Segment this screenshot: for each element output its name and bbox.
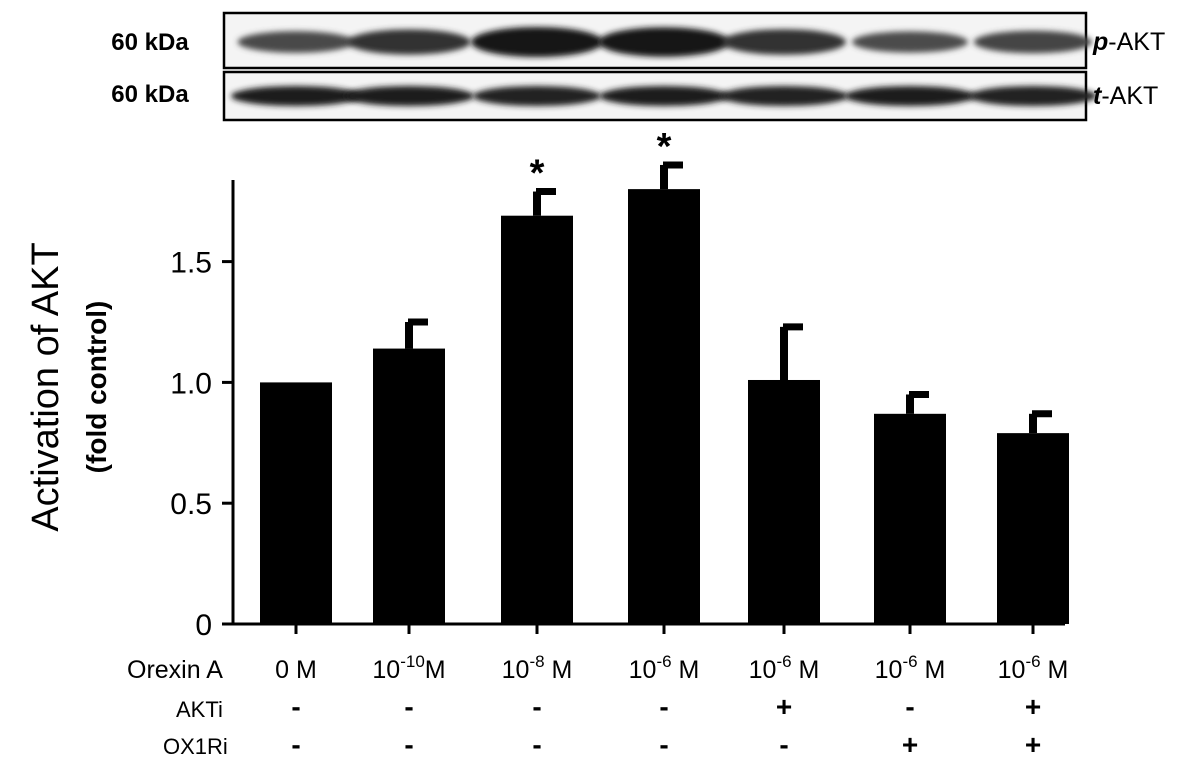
- blot-band: [852, 31, 968, 53]
- condition-sign: -: [659, 691, 668, 722]
- bar: [373, 348, 445, 624]
- y-tick-label: 1.5: [170, 247, 212, 280]
- blot-band: [599, 86, 729, 106]
- blot-mw-label-p-akt: 60 kDa: [111, 29, 189, 56]
- orexin-concentration-label: 10-6 M: [875, 652, 946, 684]
- concentration-exponent: -6: [776, 652, 791, 671]
- blot-protein-suffix-t: -AKT: [1101, 82, 1158, 110]
- bar: [874, 413, 946, 624]
- y-tick-label: 0: [195, 609, 212, 642]
- blot-band: [231, 86, 361, 106]
- blot-panel-t-akt: 60 kDa t-AKT: [111, 70, 1158, 122]
- bar: [260, 382, 332, 624]
- condition-sign: -: [659, 729, 668, 760]
- concentration-exponent: -6: [1025, 652, 1040, 671]
- concentration-base: 10: [875, 656, 903, 684]
- concentration-unit: M: [425, 656, 446, 684]
- condition-row-orexin-a: 0 M 10-10M 10-8 M 10-6 M 10-6 M 10-6 M 10-6 M: [275, 652, 1068, 684]
- blot-band: [237, 31, 355, 53]
- bar: [628, 189, 700, 624]
- y-axis-sublabel: (fold control): [81, 301, 112, 474]
- concentration-exponent: -10: [400, 652, 425, 671]
- condition-label-ox1ri: OX1Ri: [163, 734, 228, 759]
- concentration-base: 10: [372, 656, 400, 684]
- condition-row-ox1ri: - - - - - + +: [291, 729, 1041, 760]
- concentration-exponent: -6: [656, 652, 671, 671]
- blot-band: [969, 86, 1097, 106]
- condition-sign: -: [291, 729, 300, 760]
- x-axis-ticks: [294, 624, 1035, 634]
- significance-star: *: [657, 126, 672, 168]
- concentration-base: 10: [998, 656, 1026, 684]
- orexin-concentration-label: 0 M: [275, 656, 317, 684]
- condition-sign: -: [779, 729, 788, 760]
- bar: [501, 215, 573, 625]
- blot-mw-label-t-akt: 60 kDa: [111, 81, 189, 108]
- condition-table: Orexin A AKTi OX1Ri 0 M 10-10M 10-8 M 10-6 …: [127, 652, 1068, 760]
- concentration-base: 10: [749, 656, 777, 684]
- y-axis-ticks: 0 0.5 1.0 1.5: [170, 247, 233, 642]
- concentration-unit: M: [918, 656, 946, 684]
- orexin-concentration-label: 10-6 M: [998, 652, 1069, 684]
- y-tick-label: 0.5: [170, 488, 212, 521]
- y-tick-label: 1.0: [170, 367, 212, 400]
- blot-band: [598, 27, 730, 57]
- condition-row-akti: - - - - + - +: [291, 691, 1041, 722]
- concentration-unit: M: [792, 656, 820, 684]
- orexin-concentration-label: 10-6 M: [629, 652, 700, 684]
- bar: [748, 379, 820, 624]
- blot-band: [720, 86, 848, 106]
- condition-sign: -: [291, 691, 300, 722]
- blot-band: [722, 29, 846, 55]
- concentration-unit: M: [1041, 656, 1069, 684]
- concentration-base: 10: [502, 656, 530, 684]
- blot-panel-p-akt: 60 kDa p-AKT: [111, 11, 1165, 70]
- bars: [260, 189, 1069, 625]
- condition-sign: -: [905, 691, 914, 722]
- condition-sign: +: [776, 691, 792, 722]
- blot-protein-label-p-akt: p-AKT: [1092, 28, 1165, 56]
- blot-band: [973, 30, 1093, 54]
- condition-sign: +: [902, 729, 918, 760]
- condition-sign: -: [404, 729, 413, 760]
- blot-protein-label-t-akt: t-AKT: [1093, 82, 1158, 110]
- orexin-concentration-label: 10-8 M: [502, 652, 573, 684]
- significance-star: *: [530, 153, 545, 195]
- blot-band: [344, 86, 474, 106]
- concentration-base: 0 M: [275, 656, 317, 684]
- bar: [997, 433, 1069, 624]
- condition-label-orexin-a: Orexin A: [127, 656, 223, 684]
- error-bars: [405, 161, 1052, 434]
- concentration-exponent: -6: [902, 652, 917, 671]
- blot-protein-suffix-p: -AKT: [1108, 28, 1165, 56]
- concentration-base: 10: [629, 656, 657, 684]
- blot-band: [471, 27, 603, 57]
- blot-protein-prefix-t: t: [1093, 82, 1103, 110]
- significance-markers: **: [530, 126, 672, 195]
- condition-sign: +: [1025, 691, 1041, 722]
- blot-bands-t-akt: [231, 86, 1097, 106]
- concentration-exponent: -8: [529, 652, 544, 671]
- y-axis-label: Activation of AKT: [25, 242, 67, 531]
- blot-band: [845, 86, 975, 106]
- concentration-unit: M: [672, 656, 700, 684]
- orexin-concentration-label: 10-10M: [372, 652, 445, 684]
- condition-sign: -: [404, 691, 413, 722]
- condition-sign: -: [532, 691, 541, 722]
- bar-chart: Activation of AKT (fold control) 0 0.5 1.0…: [25, 126, 1069, 642]
- blot-band: [473, 86, 601, 106]
- orexin-concentration-label: 10-6 M: [749, 652, 820, 684]
- blot-protein-prefix-p: p: [1092, 28, 1108, 56]
- concentration-unit: M: [545, 656, 573, 684]
- blot-bands-p-akt: [237, 27, 1093, 57]
- blot-band: [347, 29, 471, 55]
- condition-sign: +: [1025, 729, 1041, 760]
- condition-label-akti: AKTi: [176, 697, 223, 722]
- condition-sign: -: [532, 729, 541, 760]
